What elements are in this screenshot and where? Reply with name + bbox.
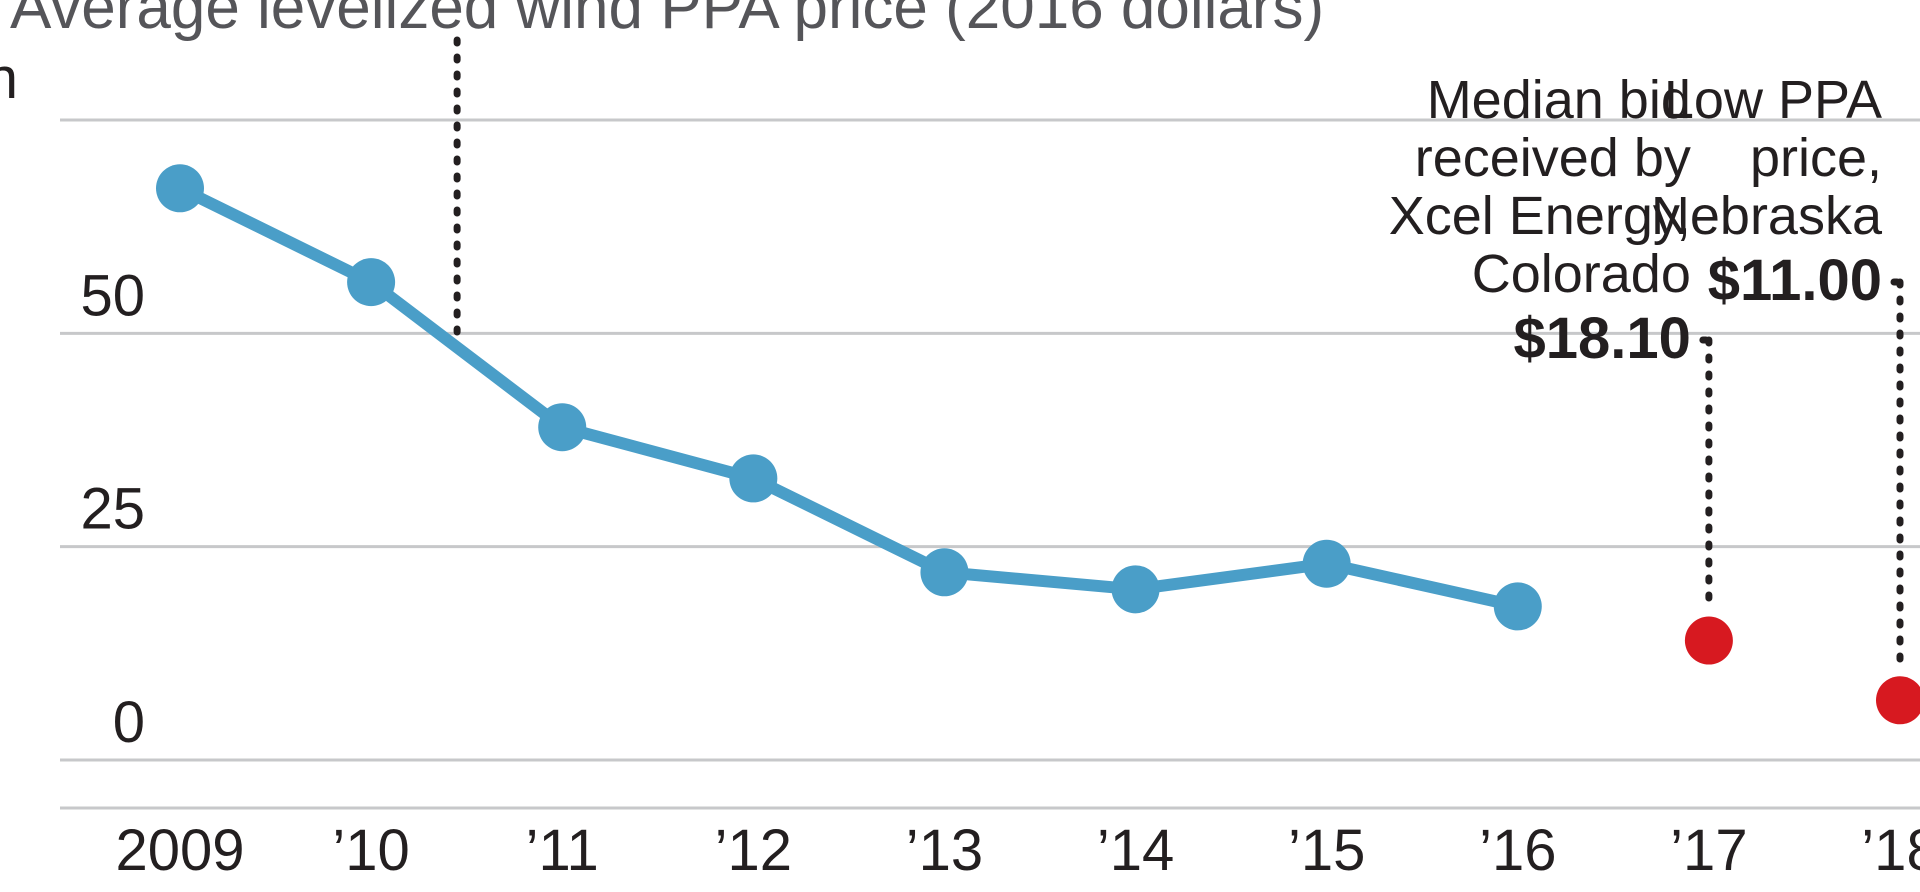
x-tick-label: 2009 <box>115 818 244 883</box>
series-marker <box>1494 582 1542 630</box>
series-marker <box>1303 540 1351 588</box>
annotation-line: Nebraska <box>1651 186 1883 246</box>
series-marker <box>538 403 586 451</box>
annotation-line: Median bid <box>1427 70 1691 130</box>
series-marker <box>729 454 777 502</box>
x-tick-label: ’17 <box>1670 818 1747 883</box>
annotation-value: $11.00 <box>1708 248 1882 313</box>
y-tick-label: 50 <box>80 263 145 328</box>
x-tick-label: ’18 <box>1861 818 1920 883</box>
x-tick-label: ’10 <box>332 818 409 883</box>
annotation-line: price, <box>1750 128 1882 188</box>
y-tick-label: 0 <box>113 690 145 755</box>
x-tick-label: ’14 <box>1097 818 1174 883</box>
annotation-line: Low PPA <box>1664 70 1882 130</box>
series-marker <box>1112 565 1160 613</box>
highlight-marker <box>1876 676 1920 724</box>
x-tick-label: ’11 <box>526 818 599 883</box>
annotation-value: $18.10 <box>1513 306 1690 371</box>
annotation-line: received by <box>1415 128 1691 188</box>
wind-ppa-chart: Average levelized wind PPA price (2016 d… <box>0 0 1920 892</box>
annotation-line: Colorado <box>1472 244 1691 304</box>
x-tick-label: ’15 <box>1288 818 1365 883</box>
highlight-marker <box>1685 617 1733 665</box>
x-tick-label: ’16 <box>1479 818 1556 883</box>
y-tick-top: $75 MWh <box>0 46 18 111</box>
series-marker <box>347 258 395 306</box>
series-marker <box>156 164 204 212</box>
chart-title: Average levelized wind PPA price (2016 d… <box>10 0 1324 42</box>
y-tick-label: 25 <box>80 477 145 542</box>
annotation-line: Xcel Energy, <box>1389 186 1691 246</box>
x-tick-label: ’13 <box>906 818 983 883</box>
series-marker <box>920 548 968 596</box>
x-tick-label: ’12 <box>715 818 792 883</box>
